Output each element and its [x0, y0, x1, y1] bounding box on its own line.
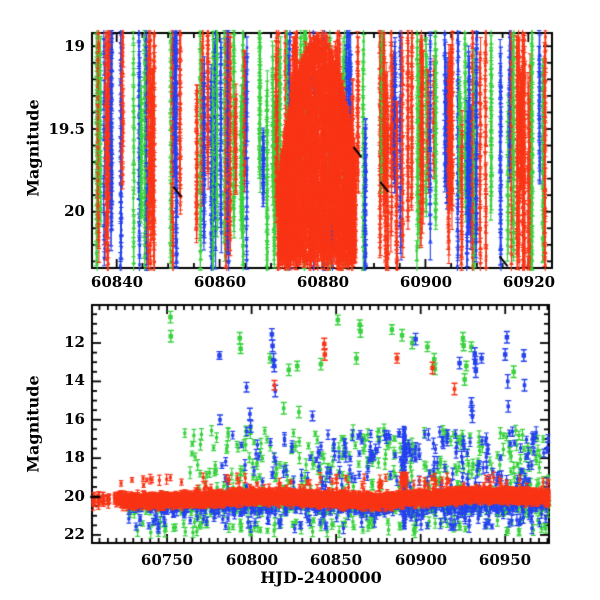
top-y-tick-label: 20: [64, 202, 85, 220]
bottom-y-axis-title: Magnitude: [23, 375, 43, 473]
bottom-x-tick-label: 60850: [309, 551, 363, 569]
top-x-tick-label: 60860: [193, 273, 247, 291]
bottom-x-tick-label: 60750: [140, 551, 194, 569]
bottom-y-tick-label: 14: [64, 371, 85, 389]
bottom-x-tick-label: 60900: [394, 551, 448, 569]
top-y-tick-label: 19: [64, 37, 85, 55]
top-x-tick-label: 60920: [502, 273, 556, 291]
top-x-tick-label: 60840: [90, 273, 144, 291]
bottom-y-tick-label: 18: [64, 448, 85, 466]
top-x-tick-label: 60880: [296, 273, 350, 291]
top-y-axis-title: Magnitude: [23, 99, 43, 197]
bottom-y-tick-label: 16: [64, 410, 85, 428]
x-axis-title: HJD-2400000: [260, 568, 382, 587]
bottom-y-tick-label: 20: [64, 487, 85, 505]
bottom-x-tick-label: 60950: [478, 551, 532, 569]
top-x-tick-label: 60900: [399, 273, 453, 291]
bottom-y-tick-label: 22: [64, 525, 85, 543]
top-y-tick-label: 19.5: [48, 120, 85, 138]
bottom-y-tick-label: 12: [64, 333, 85, 351]
bottom-x-tick-label: 60800: [225, 551, 279, 569]
